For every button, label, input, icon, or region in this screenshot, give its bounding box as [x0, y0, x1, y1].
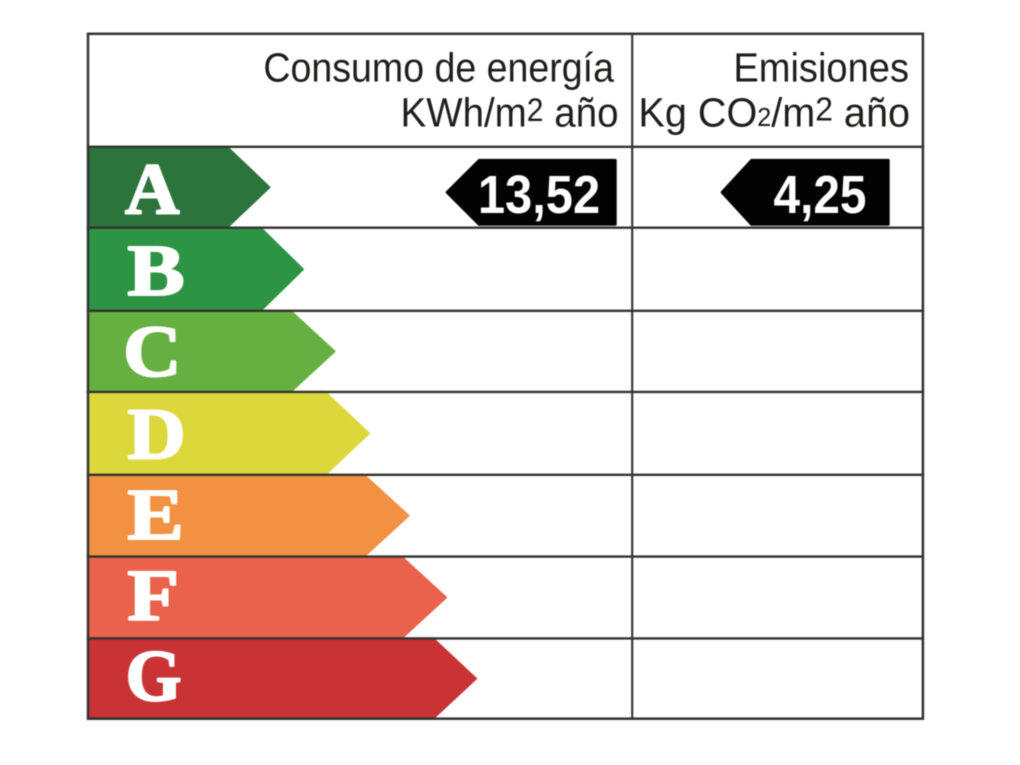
svg-text:F: F [127, 555, 179, 636]
svg-text:Consumo de energía: Consumo de energía [263, 45, 614, 91]
svg-text:D: D [128, 393, 186, 474]
svg-text:KWh/m2 año: KWh/m2 año [401, 90, 619, 135]
svg-text:G: G [126, 636, 182, 717]
svg-text:13,52: 13,52 [478, 164, 600, 225]
svg-text:A: A [125, 148, 180, 229]
svg-text:C: C [123, 311, 181, 392]
svg-text:B: B [127, 230, 184, 311]
svg-text:E: E [127, 474, 183, 555]
svg-text:4,25: 4,25 [774, 164, 867, 224]
svg-text:Emisiones: Emisiones [733, 45, 909, 91]
svg-text:Kg CO2/m2 año: Kg CO2/m2 año [638, 90, 910, 136]
